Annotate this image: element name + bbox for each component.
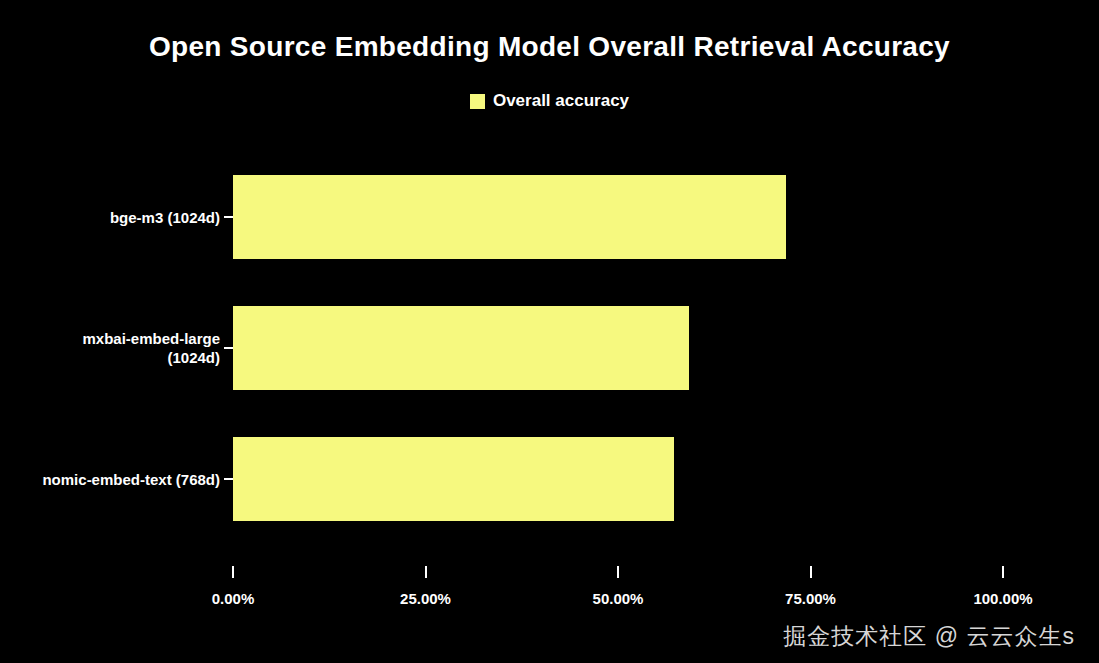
bar-row: nomic-embed-text (768d) [0, 437, 1099, 521]
x-axis-tick [232, 566, 234, 578]
legend: Overall accuracy [0, 91, 1099, 111]
x-axis-tick-label: 100.00% [973, 590, 1032, 607]
category-label: bge-m3 (1024d) [0, 175, 220, 259]
chart-title: Open Source Embedding Model Overall Retr… [0, 31, 1099, 63]
legend-swatch-icon [470, 94, 485, 109]
x-axis-tick-label: 75.00% [785, 590, 836, 607]
x-axis-tick [810, 566, 812, 578]
chart-canvas: Open Source Embedding Model Overall Retr… [0, 0, 1099, 663]
x-axis-tick [425, 566, 427, 578]
bar-row: bge-m3 (1024d) [0, 175, 1099, 259]
bar [233, 306, 689, 390]
y-axis-tick [224, 478, 233, 480]
x-axis-tick-label: 0.00% [212, 590, 255, 607]
category-label: nomic-embed-text (768d) [0, 437, 220, 521]
bar-row: mxbai-embed-large (1024d) [0, 306, 1099, 390]
bar [233, 437, 674, 521]
category-label: mxbai-embed-large (1024d) [0, 306, 220, 390]
x-axis-tick [1002, 566, 1004, 578]
x-axis-tick-label: 25.00% [400, 590, 451, 607]
bar [233, 175, 786, 259]
legend-label: Overall accuracy [493, 91, 629, 111]
y-axis-tick [224, 216, 233, 218]
x-axis-tick-label: 50.00% [593, 590, 644, 607]
y-axis-tick [224, 347, 233, 349]
watermark: 掘金技术社区 @ 云云众生s [783, 621, 1075, 652]
x-axis-tick [617, 566, 619, 578]
